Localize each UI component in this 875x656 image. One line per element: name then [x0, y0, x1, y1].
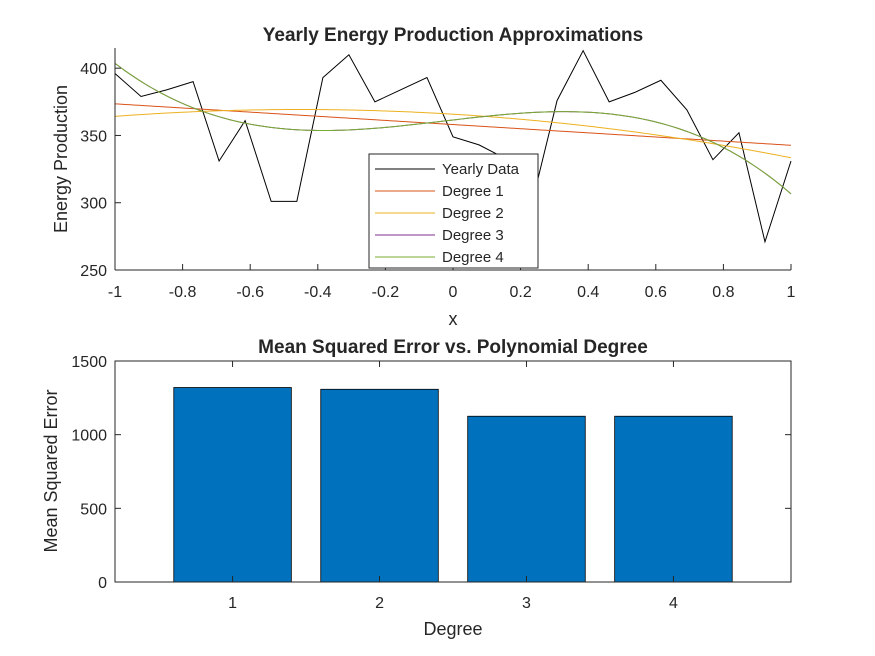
y-axis-label: Energy Production	[51, 85, 71, 233]
y-ticks: 250 300 350 400	[80, 61, 121, 280]
x-tick-label: 0.6	[645, 284, 667, 301]
x-tick-label: -1	[108, 284, 122, 301]
series-line-degree-1	[114, 103, 792, 146]
y-tick-label: 1500	[71, 354, 107, 371]
y-tick-label: 350	[80, 128, 107, 145]
x-tick-label: -0.8	[169, 284, 197, 301]
y-tick-label: 500	[80, 501, 107, 518]
series-line-degree-4	[114, 62, 792, 195]
plot-area	[114, 49, 792, 244]
x-tick-label: 0.8	[712, 284, 734, 301]
x-tick-label: -0.2	[372, 284, 400, 301]
series-line-degree-2	[114, 108, 792, 159]
legend-box	[368, 153, 539, 269]
bars	[173, 387, 733, 583]
series-line-yearly-data	[114, 49, 792, 244]
x-tick-label: 2	[375, 595, 384, 612]
bar-chart: Mean Squared Error vs. Polynomial Degree…	[41, 337, 792, 639]
legend-label: Yearly Data	[442, 161, 520, 178]
legend: Yearly Data Degree 1 Degree 2 Degree 3 Degre…	[368, 153, 539, 269]
y-axis-label: Mean Squared Error	[41, 389, 61, 552]
legend-label: Degree 2	[442, 205, 504, 222]
y-tick-label: 1000	[71, 428, 107, 445]
chart-title: Mean Squared Error vs. Polynomial Degree	[258, 337, 648, 358]
x-tick-label: 0.4	[577, 284, 599, 301]
legend-label: Degree 3	[442, 227, 504, 244]
x-tick-label: 1	[228, 595, 237, 612]
x-tick-label: -0.6	[236, 284, 264, 301]
bar-degree-1	[173, 387, 292, 583]
bar-degree-2	[320, 388, 439, 583]
x-ticks: -1 -0.8 -0.6 -0.4 -0.2 0 0.2 0.4 0.6 0.8 1	[108, 264, 796, 301]
y-tick-label: 0	[98, 575, 107, 592]
y-tick-label: 250	[80, 263, 107, 280]
bar-degree-4	[614, 415, 733, 583]
y-tick-label: 300	[80, 196, 107, 213]
x-tick-label: 0.2	[509, 284, 531, 301]
x-axis-label: Degree	[423, 619, 482, 639]
x-tick-label: 1	[787, 284, 796, 301]
legend-label: Degree 1	[442, 183, 504, 200]
x-tick-label: 0	[449, 284, 458, 301]
x-tick-label: 4	[669, 595, 678, 612]
y-tick-label: 400	[80, 61, 107, 78]
legend-items: Yearly Data Degree 1 Degree 2 Degree 3 Degre…	[375, 161, 520, 266]
x-tick-label: 3	[522, 595, 531, 612]
line-chart: Yearly Energy Production Approximations …	[51, 25, 796, 329]
x-tick-label: -0.4	[304, 284, 332, 301]
axes-box	[114, 360, 792, 583]
y-ticks: 0 500 1000 1500	[71, 354, 791, 592]
x-ticks: 1 2 3 4	[228, 361, 678, 612]
x-axis-label: x	[449, 309, 458, 329]
bar-degree-3	[467, 415, 586, 583]
legend-label: Degree 4	[442, 249, 504, 266]
chart-title: Yearly Energy Production Approximations	[263, 25, 643, 46]
